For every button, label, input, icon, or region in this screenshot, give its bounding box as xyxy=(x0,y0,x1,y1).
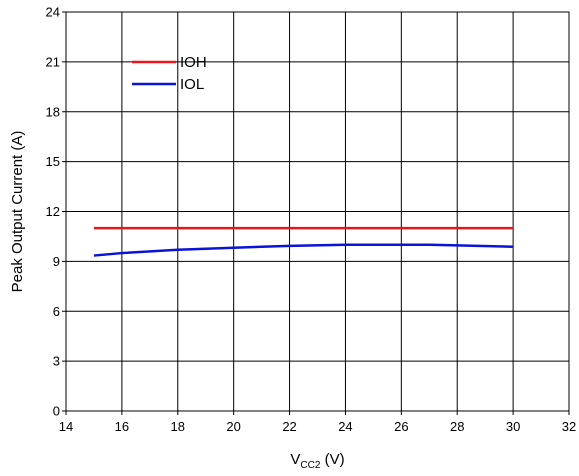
x-tick-label: 14 xyxy=(59,419,73,434)
y-axis-label: Peak Output Current (A) xyxy=(9,131,26,293)
y-tick-label: 24 xyxy=(46,5,60,20)
y-tick-label: 21 xyxy=(46,54,60,69)
axis-ticks: 14 16 18 20 22 24 26 28 30 32 0 3 6 9 12 15 18 21 24 xyxy=(46,5,577,435)
x-axis-label: VCC2 (V) xyxy=(290,451,344,471)
y-tick-label: 12 xyxy=(46,204,60,219)
x-tick-label: 32 xyxy=(562,419,576,434)
x-tick-label: 30 xyxy=(506,419,520,434)
x-axis-label-subscript: CC2 xyxy=(300,460,320,471)
x-axis-label-main: V xyxy=(290,451,300,468)
grid-lines xyxy=(65,11,570,412)
legend-label-iol: IOL xyxy=(180,76,204,93)
x-tick-label: 18 xyxy=(171,419,185,434)
x-tick-label: 22 xyxy=(282,419,296,434)
x-tick-label: 16 xyxy=(115,419,129,434)
legend: IOH IOL xyxy=(132,54,207,93)
y-tick-label: 15 xyxy=(46,154,60,169)
y-tick-label: 0 xyxy=(53,404,60,419)
y-tick-label: 9 xyxy=(53,254,60,269)
x-tick-label: 26 xyxy=(394,419,408,434)
x-tick-label: 24 xyxy=(338,419,352,434)
data-series xyxy=(93,226,514,257)
series-line-iol xyxy=(93,243,514,257)
y-tick-label: 3 xyxy=(53,354,60,369)
y-tick-label: 18 xyxy=(46,104,60,119)
x-tick-label: 20 xyxy=(226,419,240,434)
legend-label-ioh: IOH xyxy=(180,54,207,71)
x-tick-label: 28 xyxy=(450,419,464,434)
x-axis-label-unit: (V) xyxy=(320,451,344,468)
y-tick-label: 6 xyxy=(53,304,60,319)
